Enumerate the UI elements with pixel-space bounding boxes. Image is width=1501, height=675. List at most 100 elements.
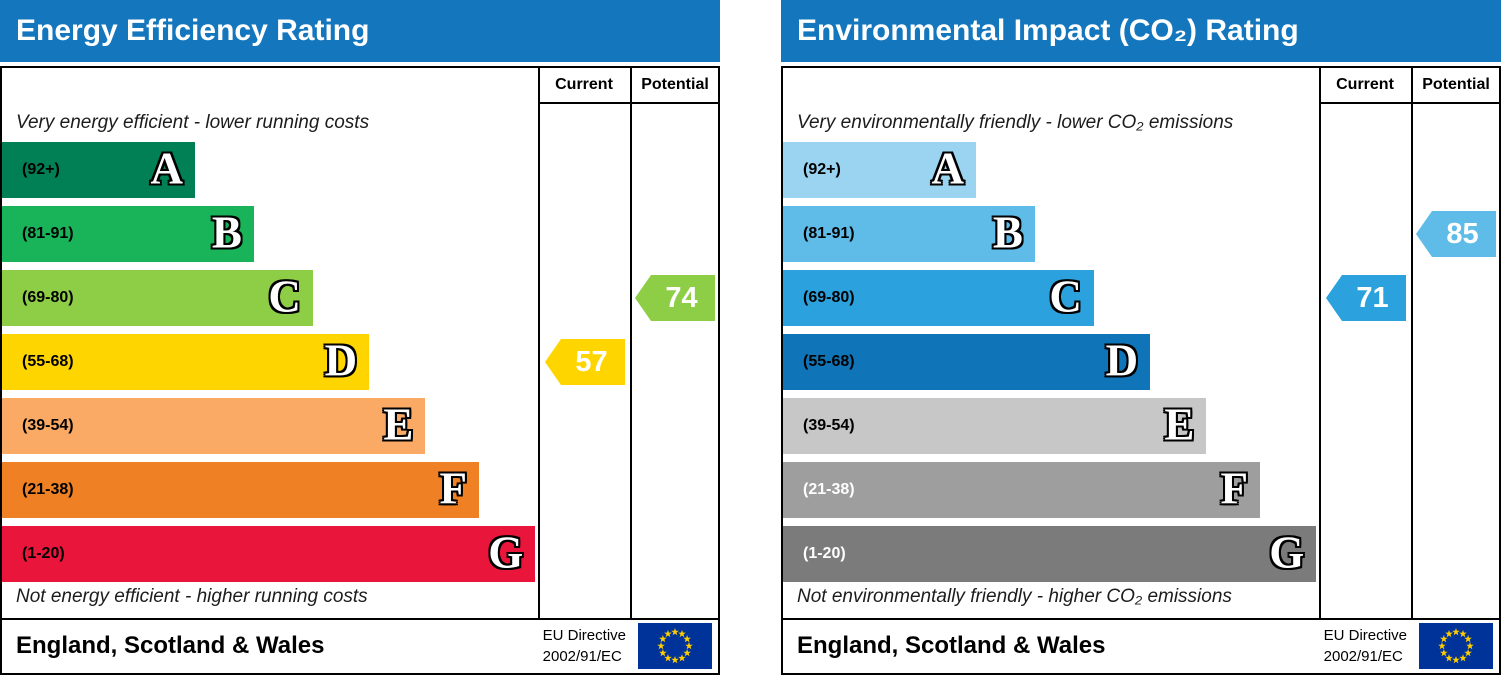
- current-column-header: Current: [1336, 76, 1394, 93]
- band-letter: B: [211, 207, 242, 258]
- energy-efficiency-chart: Energy Efficiency Rating Current Potenti…: [0, 0, 720, 675]
- band-range-label: (55-68): [803, 353, 855, 370]
- eu-flag-star: [1445, 629, 1453, 638]
- eu-flag-star: [1459, 629, 1467, 638]
- rating-band-c: (69-80) C: [2, 270, 313, 326]
- eu-directive-label: EU Directive 2002/91/EC: [543, 625, 626, 667]
- eu-flag-star: [657, 642, 665, 650]
- chart-title: Environmental Impact (CO₂) Rating: [797, 14, 1299, 47]
- eu-flag-star: [1464, 635, 1472, 643]
- band-letter: E: [1164, 399, 1195, 450]
- chart-title-bar: Environmental Impact (CO₂) Rating: [781, 0, 1501, 62]
- current-column-divider: [538, 68, 540, 618]
- current-rating-value: 57: [575, 346, 608, 378]
- rating-table: Current Potential Very energy efficient …: [0, 66, 720, 620]
- top-note: Very energy efficient - lower running co…: [16, 112, 370, 133]
- potential-rating-value: 74: [665, 282, 698, 314]
- rating-band-f: (21-38) F: [783, 462, 1261, 518]
- eu-flag-star: [1452, 656, 1460, 664]
- band-letter: B: [992, 207, 1023, 258]
- potential-column-divider: [630, 68, 632, 618]
- band-range-label: (1-20): [803, 545, 846, 562]
- eu-flag-star: [1440, 649, 1448, 657]
- eu-flag-star: [678, 629, 686, 638]
- band-range-label: (1-20): [22, 545, 65, 562]
- rating-band-f: (21-38) F: [2, 462, 480, 518]
- chart-footer: England, Scotland & Wales EU Directive 2…: [781, 620, 1501, 675]
- column-header-underline: [1319, 102, 1499, 104]
- bottom-note: Not energy efficient - higher running co…: [16, 586, 368, 607]
- chart-title-bar: Energy Efficiency Rating: [0, 0, 720, 62]
- eu-flag-star: [683, 649, 691, 657]
- band-letter: A: [150, 143, 183, 194]
- band-range-label: (69-80): [803, 289, 855, 306]
- column-header-underline: [538, 102, 718, 104]
- band-range-label: (21-38): [803, 481, 855, 498]
- rating-band-d: (55-68) D: [2, 334, 370, 390]
- region-label: England, Scotland & Wales: [16, 632, 325, 659]
- rating-band-e: (39-54) E: [783, 398, 1207, 454]
- eu-flag-star: [1459, 654, 1467, 662]
- eu-directive-line2: 2002/91/EC: [1323, 648, 1403, 665]
- potential-column-header: Potential: [641, 76, 709, 93]
- chart-title: Energy Efficiency Rating: [16, 14, 370, 47]
- eu-flag-icon: [1419, 623, 1493, 669]
- top-note: Very environmentally friendly - lower CO…: [797, 112, 1234, 133]
- rating-band-b: (81-91) B: [2, 206, 254, 262]
- eu-directive-line2: 2002/91/EC: [542, 648, 622, 665]
- band-letter: E: [383, 399, 414, 450]
- chart-footer: England, Scotland & Wales EU Directive 2…: [0, 620, 720, 675]
- eu-flag-star: [671, 628, 679, 636]
- current-column-divider: [1319, 68, 1321, 618]
- eu-flag-star: [685, 642, 693, 650]
- eu-flag-star: [1440, 635, 1448, 643]
- current-rating-arrow: 57: [545, 339, 625, 385]
- eu-flag-star: [659, 635, 667, 643]
- eu-flag-star: [1466, 642, 1474, 650]
- eu-flag-star: [1452, 628, 1460, 636]
- region-label: England, Scotland & Wales: [797, 632, 1106, 659]
- band-letter: G: [488, 527, 524, 578]
- rating-band-g: (1-20) G: [2, 526, 536, 582]
- band-range-label: (55-68): [22, 353, 74, 370]
- potential-column-header: Potential: [1422, 76, 1490, 93]
- band-letter: F: [1220, 463, 1249, 514]
- current-rating-value: 71: [1356, 282, 1389, 314]
- bottom-note: Not environmentally friendly - higher CO…: [797, 586, 1232, 607]
- band-letter: D: [1105, 335, 1139, 386]
- eu-flag-icon: [638, 623, 712, 669]
- band-range-label: (92+): [22, 161, 60, 178]
- eu-flag-star: [671, 656, 679, 664]
- current-column-header: Current: [555, 76, 613, 93]
- rating-band-e: (39-54) E: [2, 398, 426, 454]
- eu-directive-label: EU Directive 2002/91/EC: [1324, 625, 1407, 667]
- rating-band-a: (92+) A: [2, 142, 195, 198]
- band-range-label: (81-91): [22, 225, 74, 242]
- band-letter: F: [439, 463, 468, 514]
- eu-flag-star: [1438, 642, 1446, 650]
- band-range-label: (81-91): [803, 225, 855, 242]
- eu-directive-line1: EU Directive: [1323, 627, 1407, 644]
- band-letter: G: [1269, 527, 1305, 578]
- eu-flag-star: [1445, 654, 1453, 662]
- potential-rating-arrow: 85: [1416, 211, 1496, 257]
- eu-flag-star: [683, 635, 691, 643]
- eu-flag-star: [678, 654, 686, 662]
- band-letter: C: [1049, 271, 1082, 322]
- eu-flag-star: [659, 649, 667, 657]
- eu-flag-star: [664, 654, 672, 662]
- eu-directive-line1: EU Directive: [542, 627, 626, 644]
- rating-band-g: (1-20) G: [783, 526, 1317, 582]
- rating-band-b: (81-91) B: [783, 206, 1035, 262]
- potential-rating-arrow: 74: [635, 275, 715, 321]
- band-range-label: (92+): [803, 161, 841, 178]
- environmental-impact-chart: Environmental Impact (CO₂) Rating Curren…: [781, 0, 1501, 675]
- rating-table: Current Potential Very environmentally f…: [781, 66, 1501, 620]
- eu-flag-star: [664, 629, 672, 638]
- rating-band-a: (92+) A: [783, 142, 976, 198]
- band-range-label: (39-54): [803, 417, 855, 434]
- potential-column-divider: [1411, 68, 1413, 618]
- current-rating-arrow: 71: [1326, 275, 1406, 321]
- rating-band-c: (69-80) C: [783, 270, 1094, 326]
